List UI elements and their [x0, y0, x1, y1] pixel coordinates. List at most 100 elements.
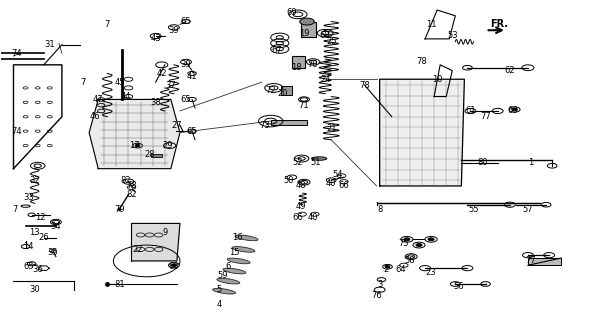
Ellipse shape [232, 247, 255, 252]
Bar [151, 154, 162, 156]
Text: 13: 13 [29, 228, 40, 236]
Text: 74: 74 [11, 127, 22, 136]
Text: 66: 66 [292, 213, 303, 222]
Text: 49: 49 [295, 202, 306, 211]
Text: 61: 61 [465, 107, 475, 116]
Text: 39: 39 [168, 26, 179, 35]
Text: 48: 48 [295, 181, 306, 190]
Polygon shape [131, 223, 180, 261]
Text: 10: 10 [432, 75, 443, 84]
Polygon shape [89, 100, 180, 169]
Circle shape [404, 238, 410, 241]
Text: 82: 82 [126, 190, 137, 199]
Circle shape [171, 264, 176, 267]
Text: 18: 18 [291, 63, 302, 72]
Text: 8: 8 [377, 204, 382, 213]
Text: 9: 9 [162, 228, 167, 236]
Text: 66: 66 [338, 181, 349, 190]
Bar [281, 86, 292, 95]
Text: 23: 23 [426, 268, 437, 277]
Text: 35: 35 [47, 248, 58, 257]
Text: 65: 65 [187, 127, 198, 136]
Ellipse shape [223, 268, 246, 274]
Text: 15: 15 [229, 248, 240, 257]
Text: 70: 70 [308, 60, 319, 69]
Circle shape [135, 144, 140, 147]
Text: 42: 42 [156, 69, 167, 78]
Text: 3: 3 [377, 279, 382, 289]
Ellipse shape [213, 288, 235, 294]
Text: 55: 55 [468, 204, 478, 213]
Text: 64: 64 [396, 265, 406, 274]
Circle shape [413, 242, 425, 248]
Text: 50: 50 [283, 176, 294, 185]
Text: 5: 5 [216, 285, 222, 294]
Bar [271, 120, 307, 125]
Text: 26: 26 [38, 233, 49, 242]
Text: 31: 31 [44, 40, 55, 49]
Text: 41: 41 [187, 72, 197, 81]
Text: 79: 79 [114, 204, 125, 213]
Circle shape [428, 238, 434, 241]
Bar [292, 56, 305, 68]
Text: 63: 63 [508, 107, 518, 116]
Text: 16: 16 [232, 233, 243, 242]
Text: 69: 69 [286, 8, 297, 17]
Text: 24: 24 [320, 75, 330, 84]
Text: 22: 22 [133, 245, 143, 254]
Text: 27: 27 [171, 121, 182, 130]
Text: 7: 7 [12, 204, 18, 213]
Ellipse shape [217, 278, 240, 284]
Text: 37: 37 [165, 81, 176, 90]
Text: 12: 12 [35, 213, 46, 222]
Ellipse shape [227, 258, 250, 264]
Text: 45: 45 [114, 78, 125, 87]
Text: 53: 53 [447, 31, 458, 41]
Text: 47: 47 [93, 95, 103, 104]
Text: 38: 38 [150, 98, 161, 107]
Text: 77: 77 [480, 112, 491, 121]
Text: 62: 62 [505, 66, 515, 75]
Text: 65: 65 [181, 17, 192, 26]
Polygon shape [379, 79, 465, 186]
Text: 7: 7 [80, 78, 86, 87]
Circle shape [416, 244, 422, 246]
Text: 78: 78 [359, 81, 370, 90]
Text: 7: 7 [105, 20, 110, 29]
Text: 75: 75 [399, 239, 409, 248]
Text: 40: 40 [326, 179, 336, 188]
Text: 76: 76 [371, 291, 382, 300]
Text: 77: 77 [525, 256, 536, 265]
Text: 1: 1 [528, 158, 534, 167]
Text: 54: 54 [332, 170, 342, 179]
Circle shape [425, 236, 437, 242]
Text: 21: 21 [326, 124, 336, 133]
Text: 65: 65 [23, 262, 34, 271]
Text: 32: 32 [29, 176, 40, 185]
Text: 82: 82 [120, 176, 131, 185]
Text: 20: 20 [278, 89, 288, 98]
Text: 29: 29 [162, 141, 173, 150]
Bar [301, 21, 316, 37]
Ellipse shape [235, 235, 258, 241]
Text: 71: 71 [299, 101, 309, 110]
Text: 78: 78 [126, 181, 137, 190]
Text: 17: 17 [130, 141, 140, 150]
Text: 33: 33 [23, 193, 34, 202]
Ellipse shape [311, 157, 326, 160]
Text: 39: 39 [181, 60, 192, 69]
Text: 40: 40 [308, 213, 319, 222]
Text: 25: 25 [326, 37, 336, 46]
Text: 56: 56 [453, 282, 464, 292]
Text: 46: 46 [90, 112, 100, 121]
Text: 51: 51 [311, 158, 322, 167]
Circle shape [300, 18, 314, 25]
Text: 68: 68 [320, 31, 331, 41]
Text: 11: 11 [426, 20, 437, 29]
Text: 58: 58 [404, 256, 415, 265]
Text: 73: 73 [259, 121, 270, 130]
Text: 81: 81 [114, 279, 125, 289]
Text: FR.: FR. [491, 19, 508, 29]
Bar [528, 258, 561, 265]
Text: 6: 6 [226, 262, 231, 271]
